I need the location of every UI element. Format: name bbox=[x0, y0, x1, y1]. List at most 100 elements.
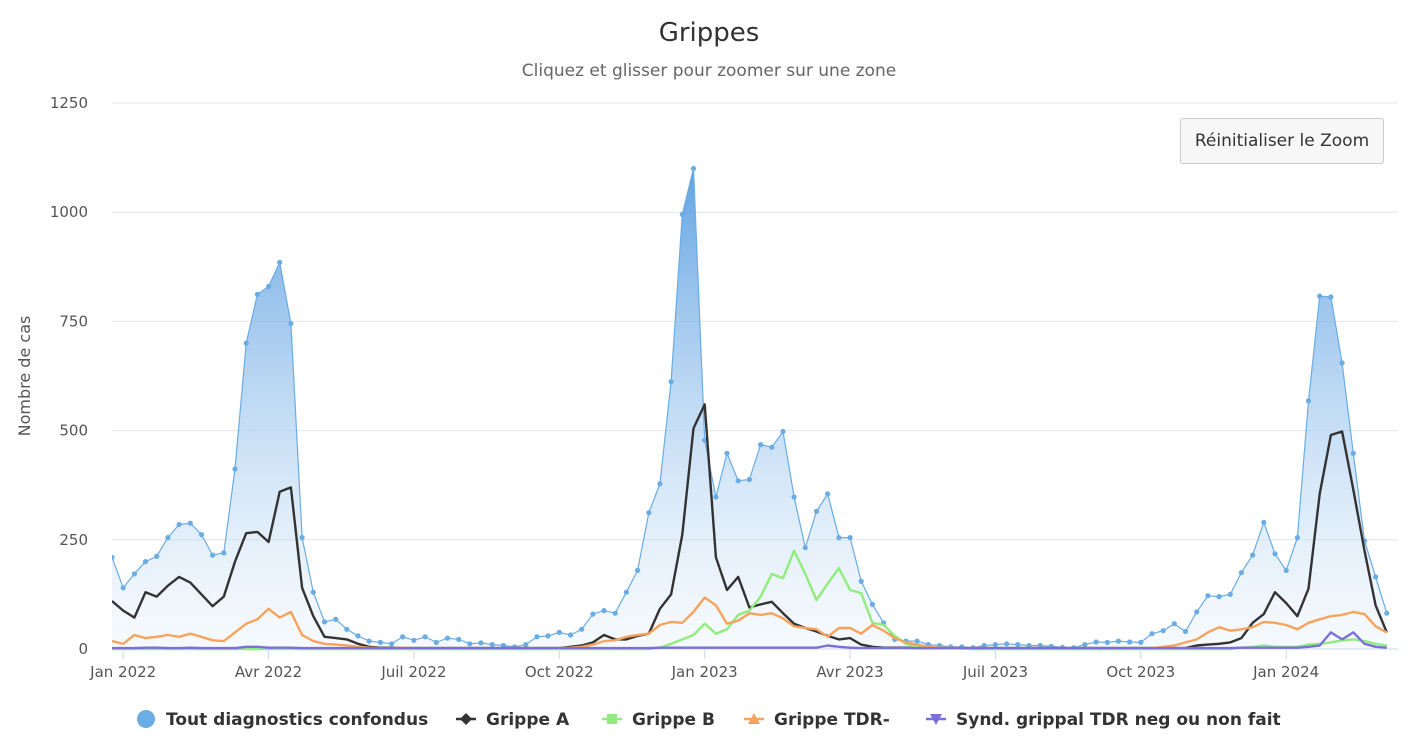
data-point[interactable] bbox=[1138, 639, 1144, 646]
data-point[interactable] bbox=[668, 379, 674, 385]
data-point[interactable] bbox=[556, 629, 562, 636]
data-point[interactable] bbox=[165, 535, 171, 541]
data-point[interactable] bbox=[154, 553, 160, 560]
data-point[interactable] bbox=[1250, 552, 1256, 558]
data-point[interactable] bbox=[109, 554, 115, 560]
data-point[interactable] bbox=[601, 608, 607, 614]
data-point[interactable] bbox=[1015, 642, 1021, 648]
data-point[interactable] bbox=[545, 633, 551, 639]
data-point[interactable] bbox=[1261, 519, 1267, 525]
data-point[interactable] bbox=[1205, 593, 1211, 599]
data-point[interactable] bbox=[981, 642, 987, 649]
data-point[interactable] bbox=[813, 508, 820, 514]
legend-item-1[interactable]: Grippe A bbox=[456, 710, 570, 730]
data-point[interactable] bbox=[847, 535, 853, 541]
data-point[interactable] bbox=[1149, 631, 1155, 637]
data-point[interactable] bbox=[120, 585, 126, 591]
data-point[interactable] bbox=[1115, 638, 1121, 644]
data-point[interactable] bbox=[1294, 535, 1300, 541]
data-point[interactable] bbox=[869, 601, 876, 608]
data-point[interactable] bbox=[299, 535, 305, 541]
reset-zoom-button[interactable]: Réinitialiser le Zoom bbox=[1180, 118, 1384, 164]
data-point[interactable] bbox=[825, 491, 831, 497]
legend-item-4[interactable]: Synd. grippal TDR neg ou non fait bbox=[926, 710, 1281, 730]
data-point[interactable] bbox=[288, 321, 294, 327]
data-point[interactable] bbox=[1037, 642, 1043, 649]
data-point[interactable] bbox=[769, 444, 775, 450]
data-point[interactable] bbox=[333, 616, 339, 622]
data-point[interactable] bbox=[1082, 642, 1088, 648]
data-point[interactable] bbox=[1373, 574, 1379, 580]
data-point[interactable] bbox=[142, 559, 149, 565]
data-point[interactable] bbox=[266, 283, 272, 290]
data-point[interactable] bbox=[791, 494, 797, 500]
data-point[interactable] bbox=[131, 571, 137, 577]
data-point[interactable] bbox=[646, 510, 652, 516]
data-point[interactable] bbox=[858, 578, 864, 584]
data-point[interactable] bbox=[914, 638, 920, 644]
data-point[interactable] bbox=[523, 642, 529, 648]
data-point[interactable] bbox=[746, 476, 753, 483]
series-line[interactable] bbox=[112, 631, 1387, 650]
data-point[interactable] bbox=[389, 641, 395, 647]
data-point[interactable] bbox=[992, 642, 999, 648]
data-point[interactable] bbox=[579, 626, 585, 632]
data-point[interactable] bbox=[444, 635, 451, 641]
data-point[interactable] bbox=[187, 520, 193, 526]
data-point[interactable] bbox=[1216, 594, 1222, 600]
data-point[interactable] bbox=[1317, 293, 1323, 299]
data-point[interactable] bbox=[221, 550, 227, 556]
legend-item-3[interactable]: Grippe TDR- bbox=[744, 710, 890, 730]
data-point[interactable] bbox=[1305, 398, 1312, 404]
data-point[interactable] bbox=[724, 450, 730, 456]
data-point[interactable] bbox=[590, 611, 596, 617]
data-point[interactable] bbox=[623, 589, 630, 595]
data-point[interactable] bbox=[1194, 609, 1200, 615]
data-point[interactable] bbox=[635, 567, 641, 574]
data-point[interactable] bbox=[780, 428, 786, 435]
data-point[interactable] bbox=[1328, 294, 1334, 300]
data-point[interactable] bbox=[1093, 639, 1099, 645]
data-point[interactable] bbox=[1171, 621, 1177, 627]
data-point[interactable] bbox=[411, 637, 417, 643]
data-point[interactable] bbox=[400, 634, 406, 640]
data-point[interactable] bbox=[758, 442, 764, 448]
legend-item-0[interactable]: Tout diagnostics confondus bbox=[137, 710, 428, 730]
data-point[interactable] bbox=[176, 521, 182, 528]
data-point[interactable] bbox=[366, 638, 372, 644]
data-point[interactable] bbox=[1160, 628, 1166, 634]
data-point[interactable] bbox=[500, 642, 506, 649]
data-point[interactable] bbox=[433, 639, 439, 646]
data-point[interactable] bbox=[344, 626, 350, 632]
data-point[interactable] bbox=[355, 633, 361, 639]
data-point[interactable] bbox=[1026, 642, 1032, 649]
data-point[interactable] bbox=[836, 535, 842, 541]
data-point[interactable] bbox=[243, 340, 249, 346]
data-point[interactable] bbox=[657, 481, 663, 487]
data-point[interactable] bbox=[1283, 567, 1289, 574]
data-point[interactable] bbox=[210, 552, 216, 558]
data-point[interactable] bbox=[377, 639, 383, 646]
data-point[interactable] bbox=[612, 610, 618, 616]
data-point[interactable] bbox=[1272, 551, 1278, 557]
data-point[interactable] bbox=[802, 545, 808, 551]
data-point[interactable] bbox=[232, 466, 238, 472]
data-point[interactable] bbox=[713, 494, 719, 500]
data-point[interactable] bbox=[679, 211, 685, 217]
legend-item-2[interactable]: Grippe B bbox=[602, 710, 715, 730]
data-point[interactable] bbox=[254, 291, 260, 297]
data-point[interactable] bbox=[567, 632, 574, 638]
data-point[interactable] bbox=[1004, 641, 1010, 647]
data-point[interactable] bbox=[702, 437, 708, 443]
data-point[interactable] bbox=[198, 532, 205, 538]
data-point[interactable] bbox=[478, 640, 484, 646]
data-point[interactable] bbox=[1127, 639, 1133, 645]
data-point[interactable] bbox=[489, 642, 495, 648]
data-point[interactable] bbox=[1384, 610, 1390, 616]
data-point[interactable] bbox=[277, 259, 283, 265]
data-point[interactable] bbox=[735, 478, 741, 484]
data-point[interactable] bbox=[1104, 639, 1110, 646]
data-point[interactable] bbox=[1339, 360, 1345, 366]
series-line[interactable] bbox=[112, 596, 1388, 650]
